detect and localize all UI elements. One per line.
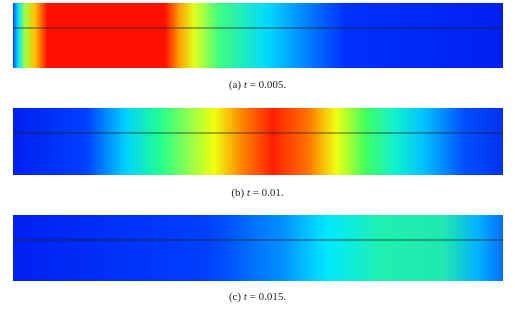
field-panel bbox=[13, 108, 503, 175]
caption: (c) t = 0.015. bbox=[0, 291, 515, 303]
caption-label: (c) bbox=[228, 291, 242, 303]
caption-variable: t bbox=[246, 187, 250, 199]
caption-variable: t bbox=[243, 79, 247, 91]
caption-value: = 0.005. bbox=[249, 79, 287, 91]
caption-label: (a) bbox=[228, 79, 242, 91]
caption-variable: t bbox=[243, 291, 247, 303]
caption-value: = 0.01. bbox=[252, 187, 284, 199]
caption: (a) t = 0.005. bbox=[0, 79, 515, 91]
field-panel bbox=[13, 3, 503, 68]
field-panel bbox=[13, 215, 503, 281]
caption-label: (b) bbox=[231, 187, 245, 199]
caption-value: = 0.015. bbox=[249, 291, 287, 303]
caption: (b) t = 0.01. bbox=[0, 187, 515, 199]
